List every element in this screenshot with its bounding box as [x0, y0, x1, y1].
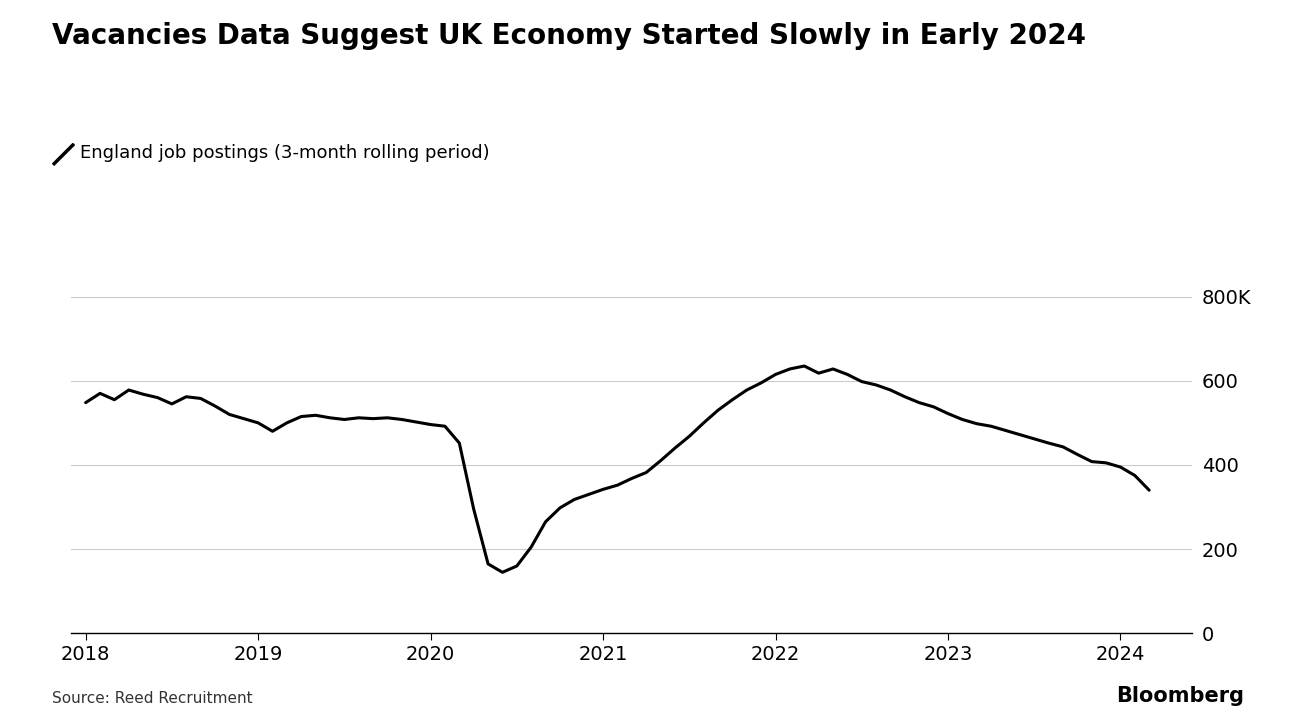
Text: Vacancies Data Suggest UK Economy Started Slowly in Early 2024: Vacancies Data Suggest UK Economy Starte… — [52, 22, 1086, 50]
Text: Source: Reed Recruitment: Source: Reed Recruitment — [52, 691, 253, 706]
Text: Bloomberg: Bloomberg — [1116, 687, 1244, 706]
Text: England job postings (3-month rolling period): England job postings (3-month rolling pe… — [80, 144, 490, 162]
